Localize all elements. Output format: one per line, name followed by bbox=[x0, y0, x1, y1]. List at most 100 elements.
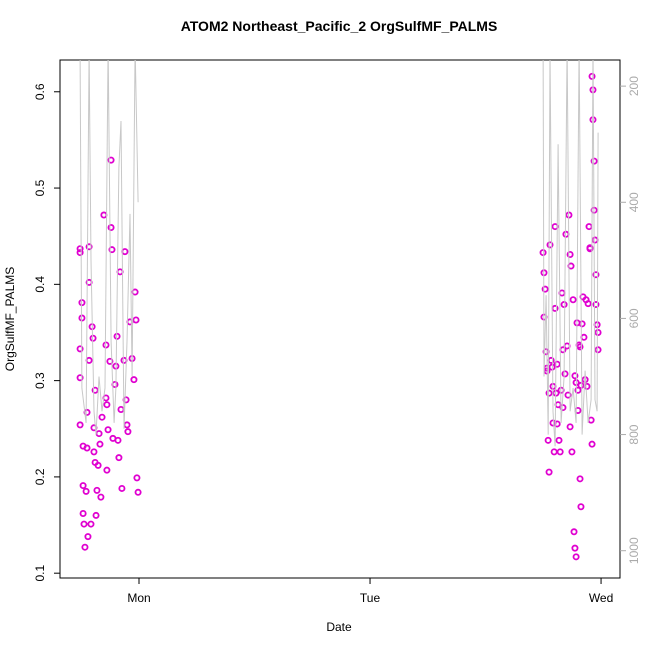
y-tick-label: 0.5 bbox=[33, 179, 47, 196]
data-point bbox=[107, 224, 115, 232]
data-point bbox=[566, 250, 574, 258]
data-point bbox=[571, 372, 579, 380]
data-point bbox=[571, 544, 579, 552]
chart-title: ATOM2 Northeast_Pacific_2 OrgSulfMF_PALM… bbox=[181, 18, 498, 34]
data-point bbox=[591, 236, 599, 244]
data-point bbox=[588, 440, 596, 448]
data-point bbox=[548, 363, 556, 371]
y2-tick-label: 800 bbox=[627, 424, 641, 444]
data-point bbox=[80, 520, 88, 528]
data-point bbox=[592, 271, 600, 279]
data-point bbox=[569, 296, 577, 304]
data-point bbox=[588, 72, 596, 80]
data-point bbox=[76, 249, 84, 257]
data-point bbox=[76, 421, 84, 429]
data-point bbox=[107, 156, 115, 164]
y-tick-label: 0.4 bbox=[33, 276, 47, 293]
y2-tick-label: 600 bbox=[627, 308, 641, 328]
data-point bbox=[560, 301, 568, 309]
data-point bbox=[570, 528, 578, 536]
data-point bbox=[93, 486, 101, 494]
data-point bbox=[98, 413, 106, 421]
data-point bbox=[594, 328, 602, 336]
data-point bbox=[546, 241, 554, 249]
data-point bbox=[539, 249, 547, 257]
data-point bbox=[541, 285, 549, 293]
data-point bbox=[91, 386, 99, 394]
data-point bbox=[544, 436, 552, 444]
data-point bbox=[117, 406, 125, 414]
data-point bbox=[130, 376, 138, 384]
data-point bbox=[594, 346, 602, 354]
data-point bbox=[115, 454, 123, 462]
data-point bbox=[559, 404, 567, 412]
y-tick-label: 0.2 bbox=[33, 468, 47, 485]
data-point bbox=[553, 420, 561, 428]
data-point bbox=[550, 448, 558, 456]
y2-tick-label: 200 bbox=[627, 76, 641, 96]
data-point bbox=[97, 493, 105, 501]
y2-tick-label: 1000 bbox=[627, 537, 641, 564]
data-point bbox=[545, 389, 553, 397]
data-point bbox=[100, 211, 108, 219]
y-tick-label: 0.6 bbox=[33, 83, 47, 100]
data-point bbox=[79, 509, 87, 517]
data-point bbox=[103, 466, 111, 474]
data-point bbox=[114, 436, 122, 444]
data-point bbox=[103, 401, 111, 409]
data-point bbox=[556, 448, 564, 456]
data-point bbox=[561, 370, 569, 378]
data-point bbox=[121, 248, 129, 256]
data-point bbox=[564, 391, 572, 399]
data-point bbox=[76, 245, 84, 253]
x-tick-label: Tue bbox=[360, 591, 381, 605]
data-point bbox=[586, 244, 594, 252]
data-point bbox=[576, 475, 584, 483]
data-point bbox=[122, 396, 130, 404]
data-point bbox=[584, 300, 592, 308]
data-point bbox=[583, 382, 591, 390]
data-point bbox=[108, 246, 116, 254]
data-point bbox=[84, 533, 92, 541]
data-point bbox=[574, 386, 582, 394]
data-point bbox=[576, 343, 584, 351]
data-point bbox=[545, 468, 553, 476]
data-point bbox=[132, 316, 140, 324]
x-tick-label: Mon bbox=[127, 591, 150, 605]
data-point bbox=[85, 243, 93, 251]
pressure-line bbox=[79, 60, 599, 447]
data-point bbox=[104, 426, 112, 434]
plot-area bbox=[76, 60, 602, 561]
data-point bbox=[572, 553, 580, 561]
data-point bbox=[577, 503, 585, 511]
data-point bbox=[568, 448, 576, 456]
data-point bbox=[124, 428, 132, 436]
data-point bbox=[585, 223, 593, 231]
data-point bbox=[79, 482, 87, 490]
data-point bbox=[123, 421, 131, 429]
data-point bbox=[133, 474, 141, 482]
data-point bbox=[106, 357, 114, 365]
data-point bbox=[580, 333, 588, 341]
data-point bbox=[553, 360, 561, 368]
data-point bbox=[94, 461, 102, 469]
data-point bbox=[82, 487, 90, 495]
x-axis-label: Date bbox=[326, 620, 352, 634]
data-point bbox=[81, 543, 89, 551]
data-point bbox=[562, 230, 570, 238]
data-point bbox=[134, 488, 142, 496]
y-axis-label: OrgSulfMF_PALMS bbox=[3, 267, 17, 371]
data-point bbox=[563, 342, 571, 350]
data-point bbox=[76, 374, 84, 382]
data-point bbox=[118, 484, 126, 492]
data-point bbox=[76, 345, 84, 353]
x-tick-label: Wed bbox=[589, 591, 613, 605]
data-point bbox=[116, 268, 124, 276]
y-tick-label: 0.1 bbox=[33, 565, 47, 582]
data-point bbox=[578, 320, 586, 328]
y2-tick-label: 400 bbox=[627, 192, 641, 212]
data-point bbox=[83, 444, 91, 452]
y-tick-label: 0.3 bbox=[33, 372, 47, 389]
data-point bbox=[102, 341, 110, 349]
